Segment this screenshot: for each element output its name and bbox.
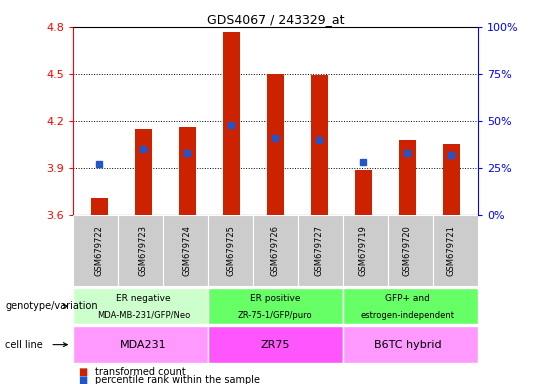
Bar <box>73 326 208 363</box>
Bar <box>399 140 416 215</box>
Text: GSM679720: GSM679720 <box>403 225 412 276</box>
Bar <box>355 170 372 215</box>
Text: ■: ■ <box>78 367 87 377</box>
Bar <box>208 288 343 324</box>
Bar <box>134 129 152 215</box>
Bar <box>343 288 478 324</box>
Text: GSM679725: GSM679725 <box>227 225 236 276</box>
Text: percentile rank within the sample: percentile rank within the sample <box>94 375 260 384</box>
Text: transformed count: transformed count <box>94 367 185 377</box>
Bar <box>208 215 253 286</box>
Text: GSM679727: GSM679727 <box>315 225 324 276</box>
Text: estrogen-independent: estrogen-independent <box>361 311 455 320</box>
Bar <box>91 198 108 215</box>
Text: B6TC hybrid: B6TC hybrid <box>374 339 441 350</box>
Text: MDA-MB-231/GFP/Neo: MDA-MB-231/GFP/Neo <box>97 311 190 320</box>
Bar <box>163 215 208 286</box>
Bar <box>388 215 433 286</box>
Bar <box>443 144 460 215</box>
Bar <box>433 215 478 286</box>
Bar <box>179 127 196 215</box>
Text: ZR75: ZR75 <box>261 339 290 350</box>
Text: GFP+ and: GFP+ and <box>385 295 430 303</box>
Bar <box>73 288 208 324</box>
Bar <box>267 74 284 215</box>
Text: GSM679719: GSM679719 <box>359 225 368 276</box>
Text: MDA231: MDA231 <box>120 339 167 350</box>
Text: cell line: cell line <box>5 339 43 350</box>
Bar <box>73 215 118 286</box>
Bar <box>118 215 163 286</box>
Text: GSM679724: GSM679724 <box>183 225 192 276</box>
Bar <box>343 215 388 286</box>
Bar <box>208 326 343 363</box>
Bar <box>253 215 298 286</box>
Text: ■: ■ <box>78 375 87 384</box>
Text: ZR-75-1/GFP/puro: ZR-75-1/GFP/puro <box>238 311 313 320</box>
Bar <box>222 31 240 215</box>
Bar <box>310 76 328 215</box>
Text: ER positive: ER positive <box>250 295 301 303</box>
Bar <box>343 326 478 363</box>
Text: GSM679722: GSM679722 <box>95 225 104 276</box>
Text: GSM679726: GSM679726 <box>271 225 280 276</box>
Bar <box>298 215 343 286</box>
Text: ER negative: ER negative <box>116 295 171 303</box>
Text: genotype/variation: genotype/variation <box>5 301 98 311</box>
Text: GSM679723: GSM679723 <box>139 225 148 276</box>
Title: GDS4067 / 243329_at: GDS4067 / 243329_at <box>207 13 344 26</box>
Text: GSM679721: GSM679721 <box>447 225 456 276</box>
